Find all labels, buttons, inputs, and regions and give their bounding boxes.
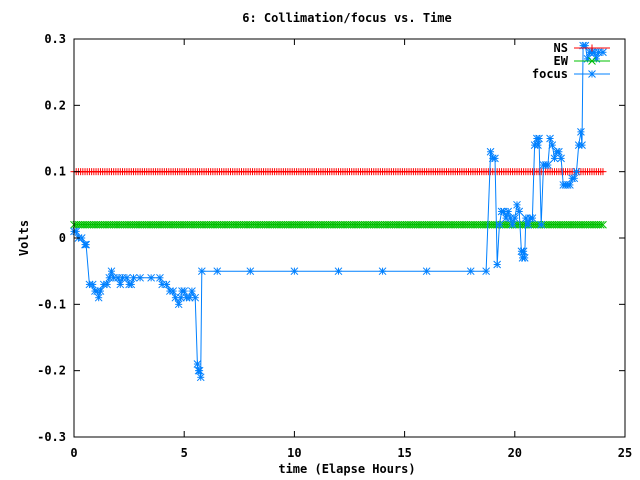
y-tick-label: -0.3: [37, 430, 66, 444]
legend-marker: [588, 70, 596, 78]
x-tick-label: 20: [508, 446, 522, 460]
data-point: [520, 254, 529, 262]
y-tick-label: -0.1: [37, 297, 66, 311]
chart-title: 6: Collimation/focus vs. Time: [242, 11, 452, 25]
legend-label-focus: focus: [532, 67, 568, 81]
data-point: [519, 247, 528, 256]
data-point: [557, 154, 565, 163]
data-point: [466, 267, 475, 276]
data-point: [508, 220, 517, 229]
data-point: [123, 273, 131, 282]
data-point: [94, 293, 103, 302]
data-point: [546, 134, 554, 143]
data-point: [570, 174, 579, 183]
y-axis-label: Volts: [17, 220, 31, 256]
y-tick-label: 0.3: [44, 32, 66, 46]
data-point: [555, 147, 563, 156]
data-point: [136, 273, 144, 282]
data-point: [524, 220, 532, 229]
data-point: [534, 141, 542, 149]
series-ew: [70, 220, 607, 229]
data-point: [162, 280, 171, 289]
x-tick-label: 25: [618, 446, 632, 460]
data-point: [129, 273, 138, 282]
data-point: [180, 287, 189, 295]
data-point: [422, 267, 431, 276]
series-line-focus: [74, 45, 603, 378]
series-focus: [70, 41, 607, 382]
data-point: [510, 214, 519, 222]
data-point: [103, 280, 111, 289]
data-point: [599, 220, 607, 229]
data-point: [493, 260, 502, 269]
x-tick-label: 5: [181, 446, 188, 460]
y-tick-label: 0.1: [44, 165, 66, 179]
data-point: [572, 167, 581, 176]
data-point: [88, 280, 97, 289]
data-point: [290, 267, 299, 276]
legend-label-ew: EW: [554, 54, 569, 68]
data-point: [495, 220, 504, 229]
series-ns: [70, 168, 607, 176]
data-point: [191, 293, 200, 302]
x-tick-label: 0: [70, 446, 77, 460]
data-point: [491, 154, 499, 163]
data-point: [486, 147, 495, 156]
data-point: [127, 280, 136, 289]
data-point: [504, 207, 513, 216]
data-point: [169, 287, 178, 295]
plot-frame: [73, 38, 626, 438]
data-point: [156, 273, 164, 282]
data-point: [566, 181, 574, 189]
x-tick-label: 15: [397, 446, 411, 460]
data-point: [96, 287, 105, 295]
data-point: [599, 48, 607, 57]
legend-marker: [588, 44, 596, 52]
data-point: [482, 267, 491, 276]
data-point: [188, 287, 196, 295]
legend-marker: [588, 57, 596, 65]
data-point: [550, 154, 559, 163]
data-point: [515, 207, 524, 216]
data-point: [116, 280, 125, 289]
data-point: [82, 240, 90, 249]
data-point: [537, 220, 546, 229]
data-point: [578, 141, 586, 149]
y-tick-label: 0.2: [44, 98, 66, 112]
data-point: [378, 267, 387, 276]
data-point: [246, 267, 255, 276]
data-point: [544, 161, 552, 169]
data-point: [177, 293, 185, 302]
y-tick-label: 0: [59, 231, 66, 245]
data-point: [548, 141, 557, 149]
data-point: [195, 366, 204, 375]
y-tick-label: -0.2: [37, 364, 66, 378]
x-tick-label: 10: [287, 446, 301, 460]
data-point: [599, 168, 607, 176]
axis-ticks: 0 5 10 15 20 25 -0.3 -0.2 -0.1 0 0.1 0.2 0.3: [37, 32, 632, 460]
data-point: [577, 128, 585, 136]
data-point: [197, 267, 206, 276]
data-point: [107, 267, 116, 276]
data-point: [513, 200, 521, 209]
data-point: [196, 373, 205, 382]
plot-area: [70, 41, 607, 382]
data-point: [213, 267, 222, 276]
data-point: [174, 300, 183, 309]
data-point: [596, 220, 605, 229]
data-point: [147, 273, 155, 282]
data-point: [334, 267, 343, 276]
data-point: [535, 134, 543, 143]
data-point: [193, 360, 202, 368]
data-point: [528, 214, 537, 222]
x-axis-label: time (Elapse Hours): [278, 462, 415, 476]
legend-label-ns: NS: [554, 41, 568, 55]
